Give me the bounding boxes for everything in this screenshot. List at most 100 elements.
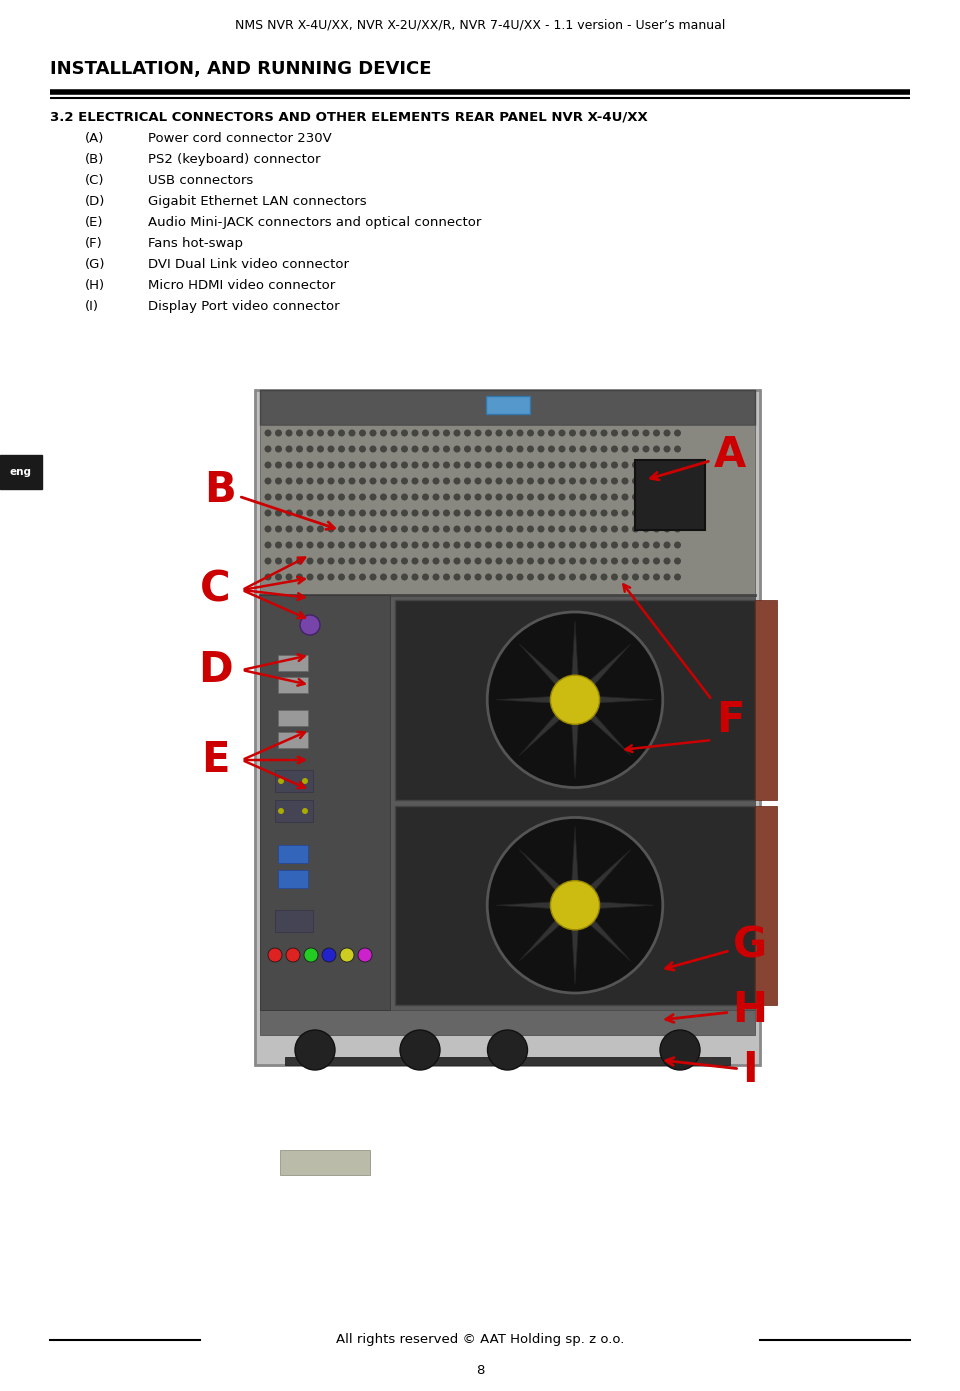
Text: Micro HDMI video connector: Micro HDMI video connector	[148, 280, 335, 292]
Circle shape	[265, 541, 272, 548]
Circle shape	[391, 477, 397, 484]
Polygon shape	[571, 826, 579, 893]
Circle shape	[306, 573, 314, 580]
Circle shape	[548, 430, 555, 437]
Circle shape	[580, 477, 587, 484]
Circle shape	[464, 445, 471, 452]
Circle shape	[340, 949, 354, 963]
Circle shape	[412, 509, 419, 516]
Circle shape	[506, 430, 513, 437]
Circle shape	[348, 573, 355, 580]
Circle shape	[538, 558, 544, 565]
Circle shape	[506, 509, 513, 516]
Circle shape	[464, 462, 471, 469]
Circle shape	[569, 477, 576, 484]
Circle shape	[559, 462, 565, 469]
Circle shape	[295, 1029, 335, 1070]
Circle shape	[391, 462, 397, 469]
Circle shape	[495, 526, 502, 533]
Circle shape	[317, 462, 324, 469]
FancyBboxPatch shape	[275, 910, 313, 932]
Circle shape	[443, 558, 450, 565]
Text: NMS NVR X-4U/XX, NVR X-2U/XX/R, NVR 7-4U/XX - 1.1 version - User’s manual: NMS NVR X-4U/XX, NVR X-2U/XX/R, NVR 7-4U…	[235, 18, 725, 31]
Circle shape	[474, 477, 482, 484]
Circle shape	[422, 558, 429, 565]
Circle shape	[275, 558, 282, 565]
Circle shape	[464, 558, 471, 565]
Circle shape	[338, 494, 345, 501]
Circle shape	[559, 541, 565, 548]
FancyBboxPatch shape	[755, 600, 777, 800]
Text: (H): (H)	[85, 280, 106, 292]
Circle shape	[275, 462, 282, 469]
FancyBboxPatch shape	[278, 844, 308, 862]
Circle shape	[370, 494, 376, 501]
Circle shape	[495, 477, 502, 484]
FancyBboxPatch shape	[260, 595, 390, 1010]
Circle shape	[400, 1029, 440, 1070]
Circle shape	[338, 541, 345, 548]
Circle shape	[559, 558, 565, 565]
Circle shape	[464, 509, 471, 516]
Circle shape	[674, 526, 681, 533]
Circle shape	[653, 445, 660, 452]
Circle shape	[527, 462, 534, 469]
Circle shape	[453, 573, 461, 580]
Circle shape	[527, 558, 534, 565]
Circle shape	[443, 541, 450, 548]
Circle shape	[317, 509, 324, 516]
Circle shape	[285, 445, 293, 452]
Circle shape	[548, 541, 555, 548]
Text: H: H	[666, 989, 767, 1031]
Circle shape	[433, 573, 440, 580]
Circle shape	[296, 509, 303, 516]
Circle shape	[550, 881, 600, 929]
Circle shape	[348, 541, 355, 548]
Polygon shape	[519, 850, 569, 899]
Circle shape	[285, 573, 293, 580]
Circle shape	[495, 509, 502, 516]
Circle shape	[632, 462, 639, 469]
Circle shape	[580, 509, 587, 516]
Circle shape	[443, 573, 450, 580]
Text: (E): (E)	[85, 216, 104, 230]
Circle shape	[653, 526, 660, 533]
Circle shape	[601, 558, 608, 565]
Circle shape	[380, 445, 387, 452]
Circle shape	[527, 445, 534, 452]
Circle shape	[285, 541, 293, 548]
Circle shape	[495, 430, 502, 437]
Circle shape	[488, 612, 662, 787]
Circle shape	[348, 509, 355, 516]
Circle shape	[569, 541, 576, 548]
Circle shape	[338, 509, 345, 516]
Circle shape	[443, 509, 450, 516]
Circle shape	[621, 477, 629, 484]
Polygon shape	[519, 911, 569, 961]
Circle shape	[674, 445, 681, 452]
Circle shape	[348, 477, 355, 484]
Text: INSTALLATION, AND RUNNING DEVICE: INSTALLATION, AND RUNNING DEVICE	[50, 60, 431, 78]
Circle shape	[590, 526, 597, 533]
Text: G: G	[665, 924, 767, 970]
Circle shape	[275, 445, 282, 452]
Circle shape	[296, 573, 303, 580]
Circle shape	[663, 573, 670, 580]
Polygon shape	[496, 901, 563, 910]
Circle shape	[632, 526, 639, 533]
Circle shape	[590, 430, 597, 437]
Circle shape	[495, 445, 502, 452]
Text: E: E	[201, 739, 229, 780]
Circle shape	[265, 526, 272, 533]
FancyBboxPatch shape	[0, 455, 42, 490]
Circle shape	[590, 509, 597, 516]
Circle shape	[621, 541, 629, 548]
Circle shape	[327, 509, 334, 516]
Circle shape	[370, 526, 376, 533]
Circle shape	[474, 573, 482, 580]
Text: Audio Mini-JACK connectors and optical connector: Audio Mini-JACK connectors and optical c…	[148, 216, 481, 230]
FancyBboxPatch shape	[260, 595, 755, 1010]
Circle shape	[317, 573, 324, 580]
Circle shape	[601, 477, 608, 484]
Circle shape	[412, 445, 419, 452]
